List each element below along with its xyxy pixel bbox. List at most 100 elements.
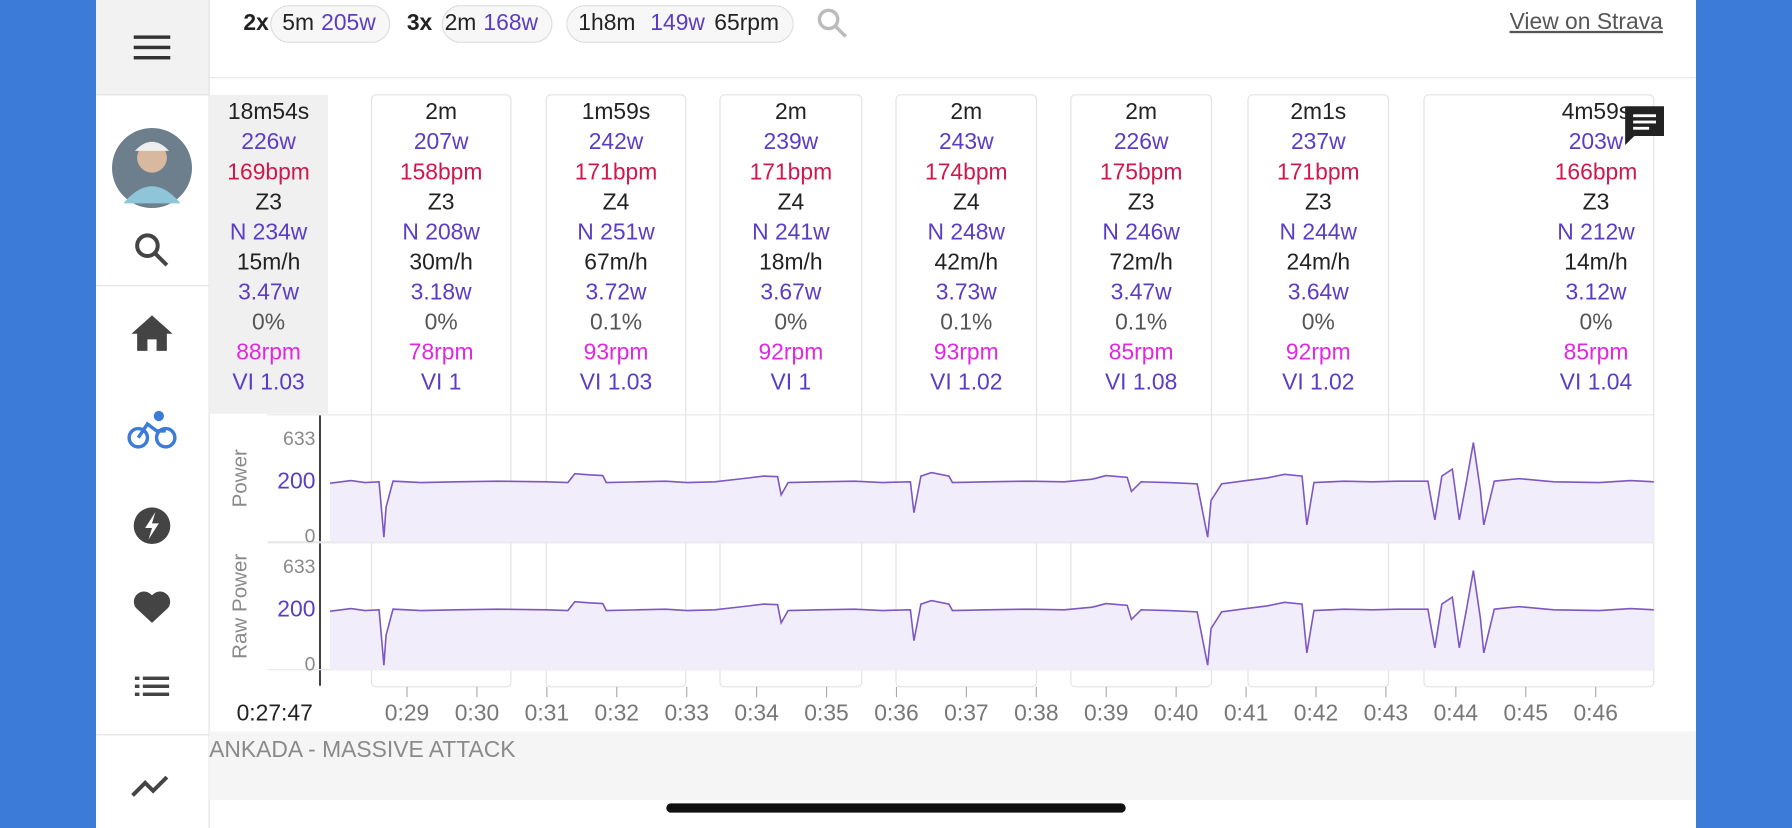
chip-power: 168w (483, 9, 538, 35)
interval-stat: N 251w (577, 218, 655, 244)
home-nav[interactable] (131, 315, 173, 351)
interval-stat: 78rpm (409, 339, 474, 365)
avatar[interactable] (112, 128, 192, 208)
interval-stat: 175bpm (1100, 158, 1183, 184)
interval-stat: 171bpm (750, 158, 833, 184)
interval-column[interactable] (1070, 94, 1212, 688)
x-tick-label: 0:29 (385, 699, 429, 725)
interval-column[interactable] (719, 94, 863, 688)
interval-stat: 239w (764, 128, 819, 154)
interval-stat: 67m/h (584, 248, 648, 274)
interval-stat: VI 1.08 (1105, 369, 1177, 395)
interval-stat: 1m59s (582, 98, 651, 124)
interval-stat: 0.1% (590, 309, 642, 335)
interval-stat: N 234w (230, 218, 308, 244)
y-tick-label: 633 (283, 556, 315, 578)
list-nav[interactable] (134, 676, 170, 696)
activity-nav[interactable] (127, 410, 177, 449)
chip[interactable] (270, 5, 391, 43)
interval-stat: 0% (425, 309, 458, 335)
interval-stat: Z3 (428, 188, 455, 214)
x-tick-label: 0:39 (1084, 699, 1128, 725)
search-nav[interactable] (135, 233, 169, 267)
interval-column[interactable] (1423, 94, 1655, 688)
interval-column[interactable] (545, 94, 687, 688)
interval-stat: Z4 (953, 188, 980, 214)
interval-stat: N 246w (1102, 218, 1180, 244)
interval-stat: 174bpm (925, 158, 1008, 184)
interval-column[interactable] (1247, 94, 1390, 688)
interval-stat: 3.12w (1566, 279, 1627, 305)
health-nav[interactable] (133, 591, 171, 623)
x-tick-label: 0:40 (1154, 699, 1198, 725)
interval-stat: 243w (939, 128, 994, 154)
interval-stat: 3.64w (1288, 279, 1349, 305)
interval-stat: N 241w (752, 218, 830, 244)
y-axis-label: Raw Power (229, 554, 252, 659)
interval-stat: Z4 (778, 188, 805, 214)
interval-stat: 171bpm (575, 158, 658, 184)
y-axis-label: Power (229, 449, 252, 507)
home-indicator (666, 803, 1126, 813)
interval-stat: VI 1.03 (580, 369, 652, 395)
strava-link[interactable]: View on Strava (1510, 8, 1664, 34)
interval-stat: 3.47w (1111, 279, 1172, 305)
chip-count: 3x (407, 9, 433, 35)
interval-stat: 158bpm (400, 158, 483, 184)
interval-column[interactable] (370, 94, 512, 688)
power-area (330, 570, 1654, 670)
interval-stat: 85rpm (1109, 339, 1174, 365)
x-tick-label: 0:38 (1014, 699, 1058, 725)
interval-stat: 2m (425, 98, 457, 124)
interval-stat: 3.72w (586, 279, 647, 305)
x-tick-label: 0:30 (455, 699, 499, 725)
interval-stat: Z3 (1128, 188, 1155, 214)
power-area (330, 442, 1654, 542)
interval-stat: 42m/h (935, 248, 999, 274)
interval-stat: 2m (1125, 98, 1157, 124)
interval-stat: 226w (241, 128, 296, 154)
x-tick-label: 0:31 (525, 699, 569, 725)
interval-stat: 92rpm (758, 339, 823, 365)
interval-stat: 0% (1579, 309, 1612, 335)
interval-stat: 207w (414, 128, 469, 154)
chip[interactable] (566, 5, 794, 43)
power-nav[interactable] (133, 507, 171, 544)
interval-stat: Z4 (603, 188, 630, 214)
interval-stat: VI 1 (421, 369, 462, 395)
y-tick-label: 200 (277, 596, 315, 622)
chip-duration: 1h8m (578, 9, 635, 35)
interval-stat: 2m (950, 98, 982, 124)
interval-stat: 15m/h (237, 248, 301, 274)
track-title: ANKADA - MASSIVE ATTACK (209, 736, 515, 762)
interval-stat: VI 1.03 (232, 369, 304, 395)
selected-interval (209, 94, 328, 414)
interval-stat: 0% (1302, 309, 1335, 335)
x-tick-label: 0:35 (804, 699, 848, 725)
interval-stat: 4m59s (1562, 98, 1631, 124)
chip[interactable] (441, 5, 553, 43)
chip-duration: 5m (282, 9, 314, 35)
x-tick-label: 0:41 (1224, 699, 1268, 725)
x-tick-label: 0:45 (1504, 699, 1548, 725)
interval-stat: 93rpm (934, 339, 999, 365)
y-tick-label: 633 (283, 428, 315, 450)
interval-stat: 226w (1114, 128, 1169, 154)
search-button[interactable] (817, 8, 847, 38)
interval-stat: N 212w (1557, 218, 1635, 244)
x-tick-label: 0:43 (1364, 699, 1408, 725)
interval-stat: N 208w (402, 218, 480, 244)
interval-stat: N 248w (928, 218, 1006, 244)
footer-area (209, 731, 1697, 800)
comment-button[interactable] (1625, 106, 1664, 146)
chip-cadence: 65rpm (714, 9, 779, 35)
trend-nav[interactable] (131, 775, 169, 797)
chip-duration: 2m (445, 9, 477, 35)
x-tick-label: 0:46 (1573, 699, 1617, 725)
interval-stat: 0% (774, 309, 807, 335)
x-tick-label: 0:33 (664, 699, 708, 725)
menu-button[interactable] (133, 35, 171, 60)
interval-stat: 242w (589, 128, 644, 154)
chip-count: 2x (243, 9, 269, 35)
